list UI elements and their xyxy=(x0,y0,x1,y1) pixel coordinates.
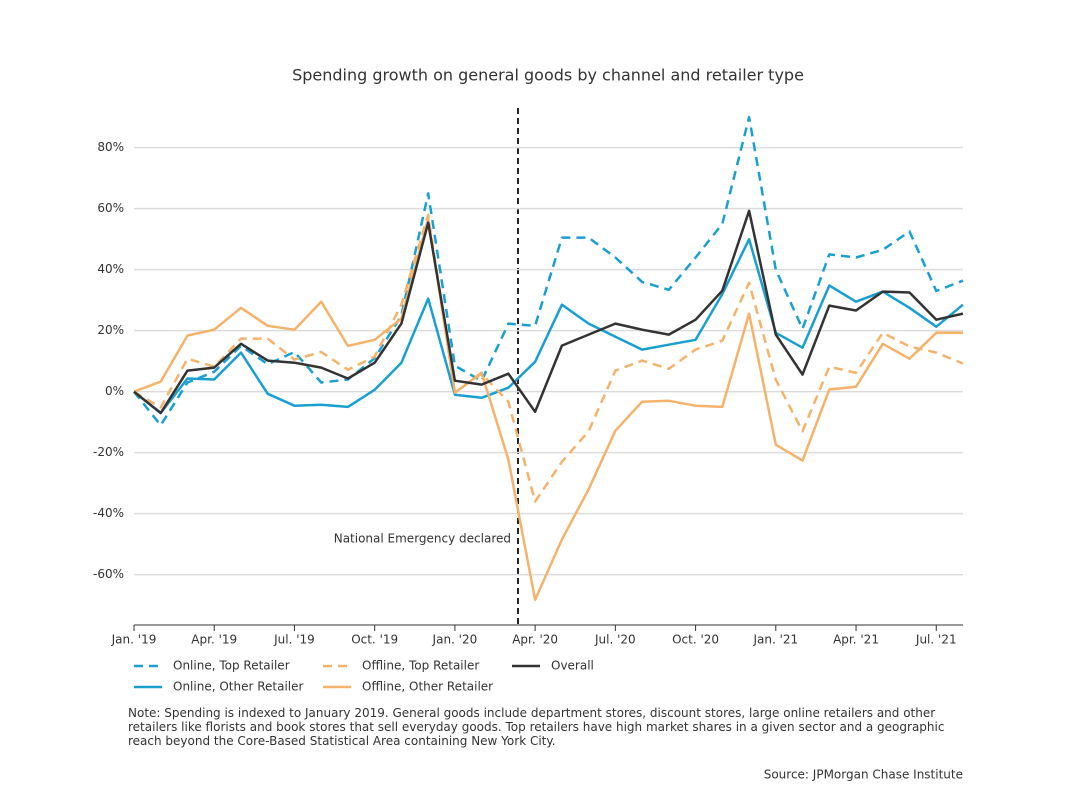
legend-label: Overall xyxy=(551,659,594,673)
y-tick-label: 60% xyxy=(97,201,124,215)
y-tick-label: -40% xyxy=(93,506,124,520)
x-tick-label: Apr. '19 xyxy=(191,633,237,647)
series-line xyxy=(133,209,964,415)
series-line xyxy=(133,213,964,503)
x-tick-label: Oct. '20 xyxy=(672,633,719,647)
y-tick-label: 0% xyxy=(105,384,124,398)
x-tick-label: Apr. '21 xyxy=(833,633,879,647)
y-tick-label: 40% xyxy=(97,262,124,276)
x-tick-label: Jul. '21 xyxy=(915,633,957,647)
y-tick-label: -60% xyxy=(93,567,124,581)
source: Source: JPMorgan Chase Institute xyxy=(764,768,963,782)
annotation: National Emergency declared xyxy=(334,532,511,546)
series-line xyxy=(133,217,963,601)
legend-label: Online, Other Retailer xyxy=(173,680,304,694)
chart-title: Spending growth on general goods by chan… xyxy=(292,66,804,85)
legend-label: Offline, Top Retailer xyxy=(362,659,479,673)
y-tick-label: 80% xyxy=(97,140,124,154)
x-tick-label: Apr. '20 xyxy=(512,633,558,647)
legend-label: Online, Top Retailer xyxy=(173,659,290,673)
series-line xyxy=(133,237,964,415)
x-tick-label: Oct. '19 xyxy=(351,633,398,647)
note: Note: Spending is indexed to January 201… xyxy=(128,706,945,748)
x-tick-label: Jul. '19 xyxy=(273,633,315,647)
x-tick-label: Jan. '20 xyxy=(432,633,478,647)
x-tick-label: Jan. '21 xyxy=(752,633,798,647)
x-tick-label: Jul. '20 xyxy=(594,633,636,647)
y-tick-label: 20% xyxy=(97,323,124,337)
legend-label: Offline, Other Retailer xyxy=(362,680,493,694)
y-tick-label: -20% xyxy=(93,445,124,459)
x-tick-label: Jan. '19 xyxy=(111,633,157,647)
